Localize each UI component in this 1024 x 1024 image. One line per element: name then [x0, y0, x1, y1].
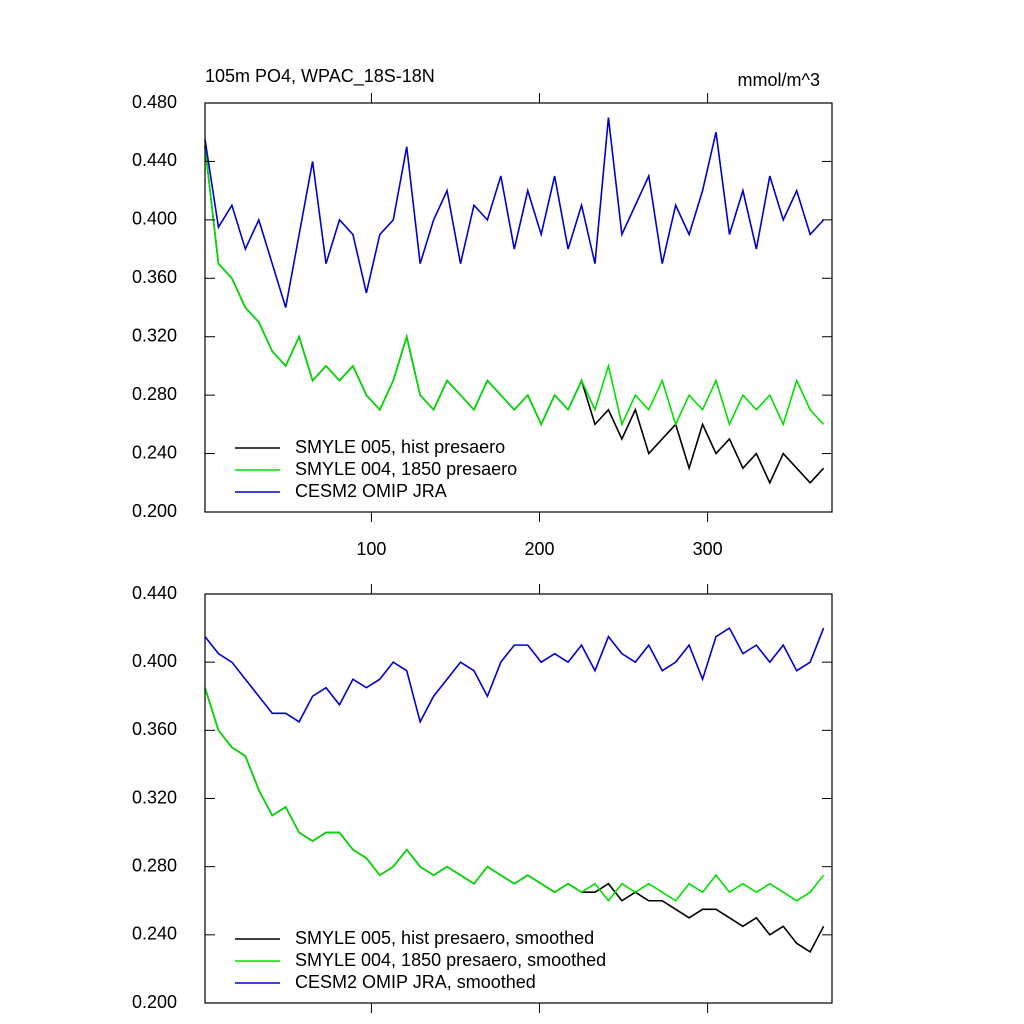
- y-tick-label: 0.240: [132, 442, 177, 462]
- y-tick-label: 0.400: [132, 651, 177, 671]
- series-line: [204, 687, 825, 903]
- x-tick-label: 300: [693, 539, 723, 559]
- legend-label: CESM2 OMIP JRA: [295, 481, 447, 501]
- legend-label: SMYLE 004, 1850 presaero: [295, 459, 517, 479]
- y-tick-label: 0.360: [132, 267, 177, 287]
- x-tick-label: 100: [356, 539, 386, 559]
- chart-title: 105m PO4, WPAC_18S-18N: [205, 66, 435, 87]
- y-tick-label: 0.280: [132, 384, 177, 404]
- y-tick-label: 0.480: [132, 92, 177, 112]
- units-label: mmol/m^3: [738, 70, 820, 90]
- y-tick-label: 0.400: [132, 209, 177, 229]
- legend-label: CESM2 OMIP JRA, smoothed: [295, 972, 536, 992]
- y-tick-label: 0.240: [132, 924, 177, 944]
- plot-frame: [204, 102, 833, 513]
- series-line: [204, 626, 825, 725]
- legend-label: SMYLE 005, hist presaero, smoothed: [295, 928, 594, 948]
- y-tick-label: 0.360: [132, 719, 177, 739]
- series-line: [204, 146, 825, 427]
- x-tick-label: 200: [524, 539, 554, 559]
- y-tick-label: 0.200: [132, 992, 177, 1012]
- legend-label: SMYLE 004, 1850 presaero, smoothed: [295, 950, 606, 970]
- y-tick-label: 0.440: [132, 583, 177, 603]
- y-tick-label: 0.320: [132, 325, 177, 345]
- series-line: [204, 146, 825, 485]
- series-line: [204, 687, 825, 954]
- y-tick-label: 0.320: [132, 787, 177, 807]
- legend-label: SMYLE 005, hist presaero: [295, 437, 505, 457]
- y-tick-label: 0.440: [132, 150, 177, 170]
- series-line: [204, 117, 825, 308]
- y-tick-label: 0.200: [132, 501, 177, 521]
- y-tick-label: 0.280: [132, 855, 177, 875]
